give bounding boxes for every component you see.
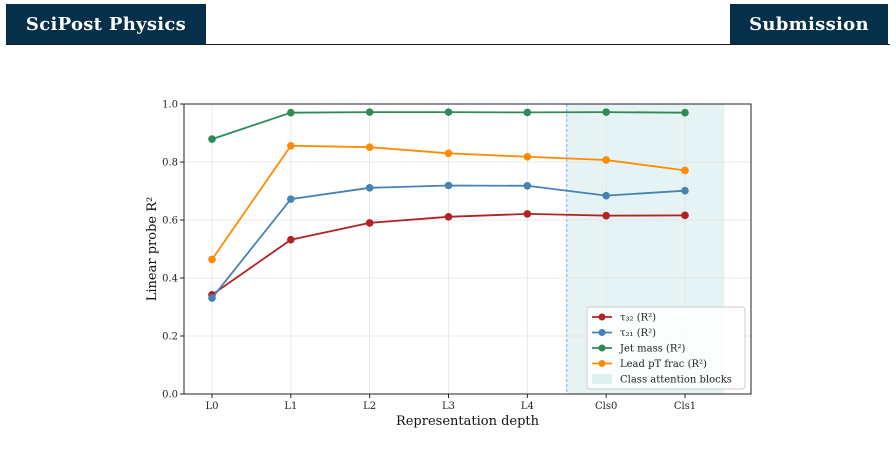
legend-label: Jet mass (R²) (619, 344, 685, 355)
legend-marker (598, 344, 606, 352)
legend-label: τ₂₁ (R²) (620, 328, 656, 339)
legend-box (586, 306, 746, 390)
legend-marker (598, 329, 606, 336)
data-point (681, 186, 689, 195)
series--r (208, 181, 689, 302)
legend-label: Class attention blocks (620, 375, 732, 386)
data-point (602, 191, 610, 200)
series-lead-pt-frac-r (208, 141, 689, 264)
header-rule (6, 44, 890, 45)
legend-entry: Jet mass (R²) (592, 344, 685, 355)
x-tick-label: Cls1 (674, 401, 696, 412)
y-tick-label: 0.4 (162, 274, 178, 285)
legend-entry: Lead pT frac (R²) (592, 359, 707, 370)
data-point (208, 135, 216, 143)
tick-layer: 0.0 0.2 0.4 0.6 0.8 1.0 L0 L1 L2 L3 L4 Cls0 Cls1 (162, 100, 696, 413)
data-point (523, 210, 532, 218)
y-tick-label: 0.8 (162, 158, 178, 169)
data-point (287, 141, 295, 150)
legend-entry: τ₃₂ (R²) (592, 313, 656, 324)
y-tick-label: 0.2 (162, 332, 178, 343)
x-axis-label: Representation depth (396, 414, 540, 429)
data-point (287, 195, 295, 203)
series-layer (208, 108, 689, 302)
data-point (287, 108, 295, 117)
plot-frame (183, 103, 752, 395)
legend-swatch (592, 374, 612, 384)
x-tick-label: L0 (205, 401, 218, 412)
data-point (681, 166, 689, 175)
y-tick-label: 1.0 (162, 100, 178, 111)
journal-name: SciPost Physics (25, 14, 187, 35)
journal-badge: SciPost Physics (6, 4, 206, 45)
data-point (365, 143, 374, 152)
data-point (602, 156, 610, 164)
data-point (444, 149, 453, 158)
x-tick-label: L4 (521, 401, 534, 412)
data-point (681, 211, 689, 220)
legend-label: τ₃₂ (R²) (620, 313, 656, 324)
data-point (365, 108, 374, 116)
data-point (681, 108, 689, 117)
legend-entry: τ₂₁ (R²) (592, 328, 656, 339)
data-point (287, 235, 295, 244)
legend: τ₃₂ (R²) τ₂₁ (R²) Jet mass (R²) Lead pT fra… (586, 306, 746, 390)
legend-label: Lead pT frac (R²) (620, 359, 707, 370)
x-tick-label: L3 (442, 401, 455, 412)
y-tick-label: 0.0 (162, 390, 178, 401)
data-point (523, 108, 532, 117)
data-point (208, 255, 216, 264)
y-axis-label: Linear probe R² (145, 197, 160, 301)
data-point (602, 211, 610, 220)
data-point (602, 108, 610, 116)
x-tick-label: Cls0 (595, 401, 617, 412)
section-badge: Submission (730, 4, 888, 45)
data-point (365, 219, 374, 227)
legend-marker (598, 313, 606, 321)
legend-entry-shade: Class attention blocks (592, 374, 732, 386)
data-point (523, 152, 532, 161)
data-point (365, 184, 374, 192)
x-tick-label: L1 (284, 401, 297, 412)
section-label: Submission (749, 14, 869, 35)
x-tick-label: L2 (363, 401, 376, 412)
data-point (208, 294, 216, 302)
series-jet-mass-r (208, 108, 689, 143)
data-point (444, 181, 453, 190)
data-point (523, 181, 532, 190)
legend-marker (598, 360, 606, 367)
data-point (444, 213, 453, 221)
data-point (444, 108, 453, 116)
y-tick-label: 0.6 (162, 216, 178, 227)
